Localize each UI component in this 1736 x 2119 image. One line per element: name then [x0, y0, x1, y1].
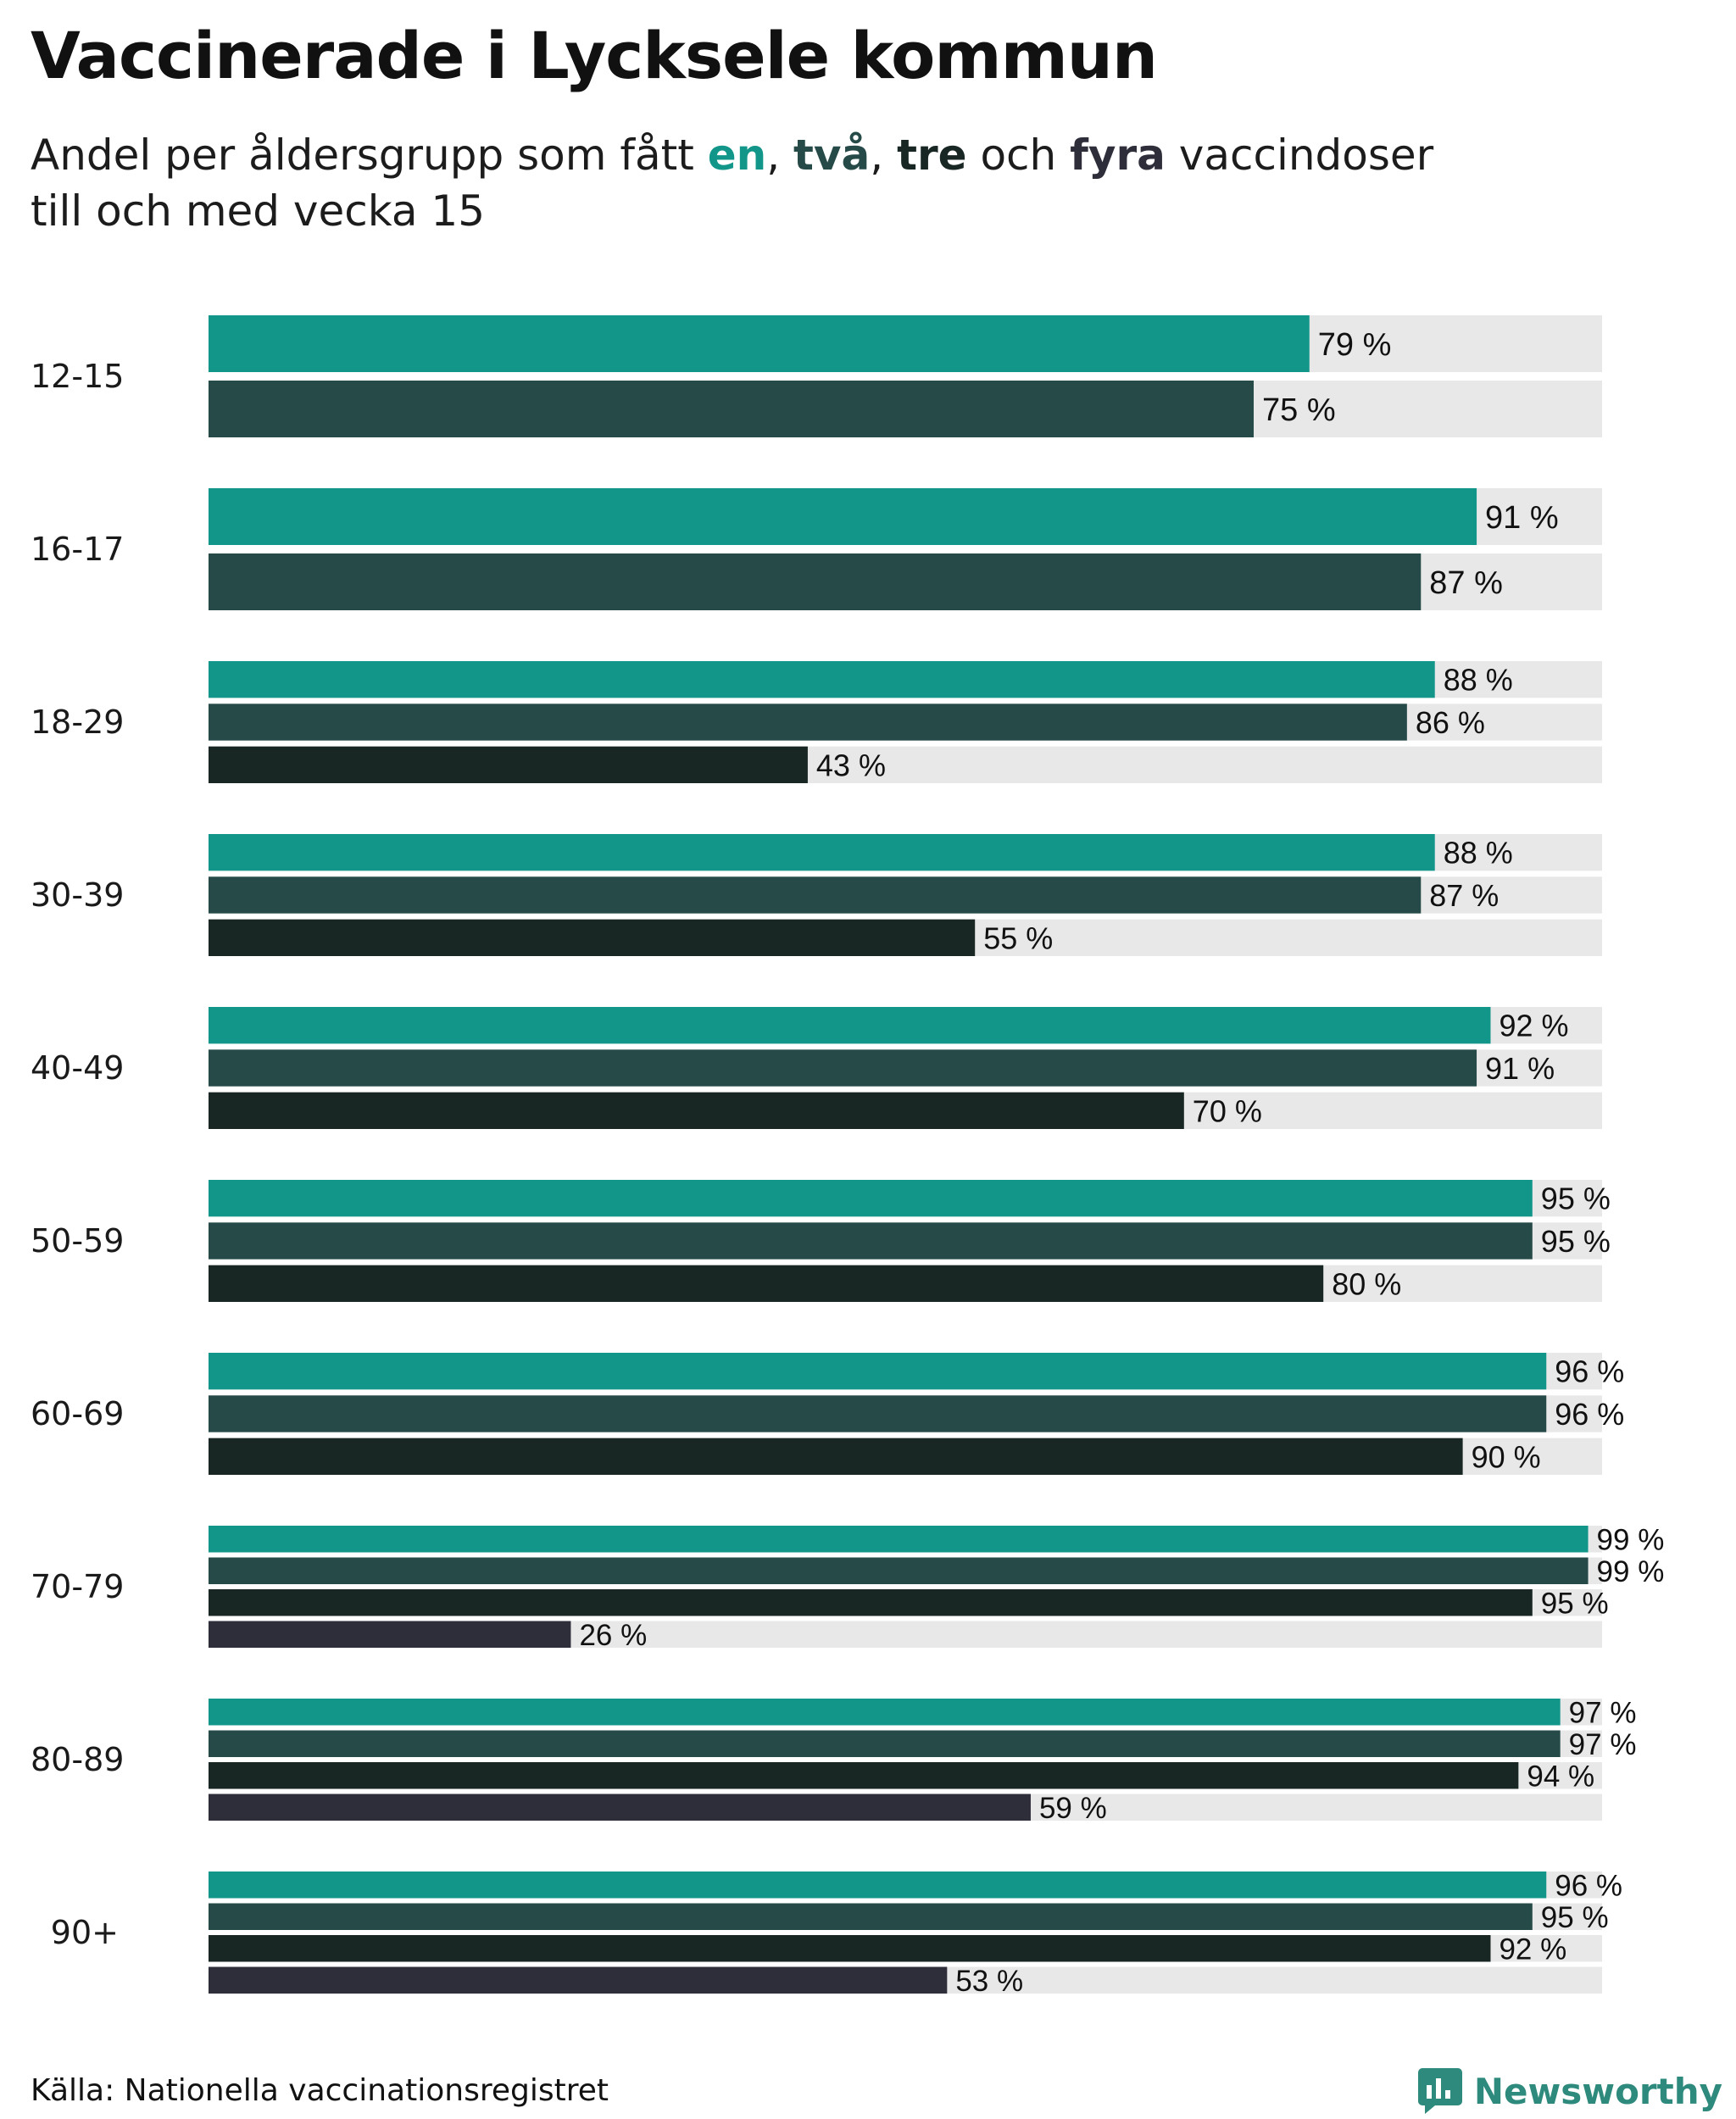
- category-label: 80-89: [31, 1741, 124, 1778]
- value-label: 26 %: [579, 1619, 647, 1652]
- bar-en: [209, 315, 1310, 372]
- category-label: 50-59: [31, 1222, 124, 1260]
- brand-name: Newsworthy: [1473, 2070, 1722, 2112]
- subtitle-text-3: vaccindoser: [1165, 131, 1434, 180]
- category-label: 16-17: [31, 531, 124, 568]
- value-label: 95 %: [1541, 1901, 1609, 1934]
- category-label: 18-29: [31, 704, 124, 741]
- value-label: 92 %: [1499, 1933, 1566, 1966]
- value-label: 97 %: [1569, 1728, 1637, 1761]
- value-label: 95 %: [1541, 1587, 1609, 1620]
- value-label: 97 %: [1569, 1696, 1637, 1729]
- category-label: 90+: [51, 1914, 119, 1951]
- value-label: 96 %: [1555, 1354, 1624, 1389]
- bar-två: [209, 381, 1254, 437]
- bar-en: [209, 1872, 1547, 1899]
- bar-en: [209, 488, 1477, 545]
- value-label: 91 %: [1485, 500, 1559, 536]
- value-label: 99 %: [1597, 1523, 1665, 1556]
- subtitle-line-1: Andel per åldersgrupp som fått en, två, …: [31, 127, 1556, 183]
- bar-två: [209, 1222, 1533, 1260]
- bar-chart: 12-15 79 % 75 % 16-17 91 % 87 % 18-29 88 % 86 % 4…: [31, 315, 1665, 1998]
- value-label: 88 %: [1444, 836, 1513, 870]
- bar-en: [209, 834, 1435, 871]
- value-label: 55 %: [983, 920, 1053, 955]
- bar-två: [209, 553, 1422, 610]
- category-label: 30-39: [31, 876, 124, 914]
- value-label: 95 %: [1541, 1182, 1611, 1216]
- bar-två: [209, 1049, 1477, 1087]
- value-label: 94 %: [1527, 1760, 1594, 1793]
- category-label: 70-79: [31, 1568, 124, 1605]
- bar-tre: [209, 1438, 1463, 1475]
- bar-tre: [209, 1762, 1519, 1789]
- category-label: 40-49: [31, 1049, 124, 1087]
- bar-fyra: [209, 1794, 1031, 1821]
- bar-två: [209, 704, 1407, 741]
- legend-dose-2: två: [793, 131, 871, 180]
- value-label: 53 %: [955, 1965, 1023, 1998]
- bar-två: [209, 1903, 1533, 1930]
- bar-en: [209, 1353, 1547, 1390]
- chart-subtitle: Andel per åldersgrupp som fått en, två, …: [31, 127, 1556, 239]
- bar-tre: [209, 1589, 1533, 1616]
- legend-dose-4: fyra: [1070, 131, 1166, 180]
- value-label: 95 %: [1541, 1224, 1611, 1259]
- category-label: 12-15: [31, 358, 124, 395]
- bar-fyra: [209, 1621, 571, 1648]
- bar-tre: [209, 746, 808, 783]
- value-label: 92 %: [1499, 1009, 1568, 1043]
- value-label: 43 %: [816, 748, 886, 782]
- value-label: 80 %: [1332, 1266, 1401, 1301]
- bar-en: [209, 1699, 1561, 1726]
- value-label: 79 %: [1318, 327, 1392, 363]
- value-label: 96 %: [1555, 1869, 1622, 1902]
- bar-två: [209, 1730, 1561, 1757]
- bar-två: [209, 1557, 1589, 1584]
- value-label: 87 %: [1429, 878, 1499, 913]
- value-label: 96 %: [1555, 1397, 1624, 1432]
- legend-dose-3: tre: [897, 131, 967, 180]
- bar-en: [209, 1007, 1491, 1044]
- bar-tre: [209, 1265, 1324, 1302]
- subtitle-line-2: till och med vecka 15: [31, 186, 486, 236]
- value-label: 87 %: [1429, 565, 1503, 601]
- subtitle-sep-1: ,: [766, 131, 794, 180]
- bar-tre: [209, 919, 976, 956]
- source-note: Källa: Nationella vaccinationsregistret: [31, 2073, 609, 2108]
- bar-tre: [209, 1935, 1491, 1962]
- legend-dose-1: en: [707, 131, 767, 180]
- subtitle-sep-2: ,: [870, 131, 898, 180]
- category-label: 60-69: [31, 1395, 124, 1432]
- value-label: 86 %: [1416, 705, 1485, 740]
- bar-en: [209, 661, 1435, 698]
- bar-en: [209, 1526, 1589, 1553]
- bar-två: [209, 876, 1422, 914]
- subtitle-text-1: Andel per åldersgrupp som fått: [31, 131, 708, 180]
- value-label: 88 %: [1444, 663, 1513, 698]
- value-label: 70 %: [1193, 1093, 1262, 1128]
- bar-fyra: [209, 1966, 948, 1994]
- chart-title: Vaccinerade i Lycksele kommun: [31, 18, 1158, 93]
- bar-två: [209, 1395, 1547, 1432]
- bar-tre: [209, 1092, 1184, 1129]
- bar-en: [209, 1180, 1533, 1217]
- value-label: 91 %: [1485, 1051, 1555, 1086]
- subtitle-text-2: och: [966, 131, 1071, 180]
- newsworthy-logo-icon: [1417, 2068, 1462, 2114]
- value-label: 90 %: [1472, 1439, 1541, 1474]
- brand-logo: Newsworthy: [1417, 2068, 1722, 2114]
- value-label: 75 %: [1262, 392, 1336, 428]
- value-label: 99 %: [1597, 1555, 1665, 1588]
- value-label: 59 %: [1039, 1792, 1107, 1825]
